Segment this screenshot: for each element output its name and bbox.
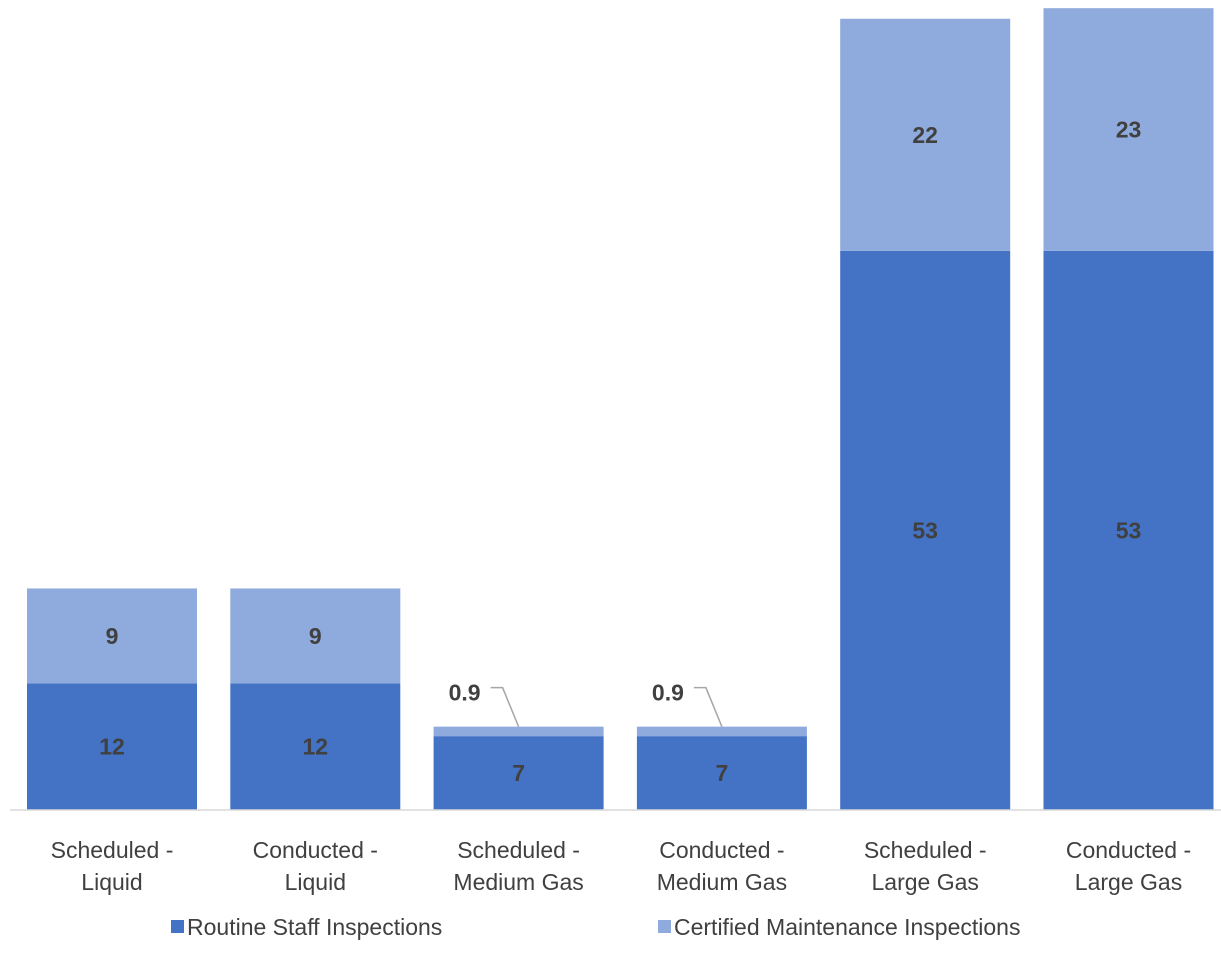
- bar-segment-s0-c1: [230, 683, 401, 810]
- data-label-s0-c3: 7: [716, 760, 729, 786]
- data-labels-layer: 12 9 12 9 7 0.9 7 0.9 53 22 53 23: [99, 117, 1141, 787]
- bars-layer: [27, 8, 1214, 811]
- data-label-s1-c1: 9: [309, 623, 322, 649]
- legend-swatch-s0: [171, 920, 184, 933]
- leader-line-s1-c2: [490, 686, 520, 727]
- bar-segment-s0-c4: [840, 250, 1011, 811]
- data-label-s1-c0: 9: [106, 623, 119, 649]
- data-label-s0-c5: 53: [1116, 517, 1142, 543]
- data-label-s1-c4: 22: [912, 122, 938, 148]
- legend: Routine Staff Inspections Certified Maint…: [171, 914, 1020, 940]
- bar-segment-s1-c5: [1043, 8, 1214, 251]
- bar-segment-s0-c3: [636, 736, 807, 810]
- category-label-c3-line0: Conducted -: [659, 837, 784, 863]
- data-label-s1-c2: 0.9: [449, 680, 481, 706]
- category-label-c0-line0: Scheduled -: [51, 837, 174, 863]
- category-label-c2-line0: Scheduled -: [457, 837, 580, 863]
- legend-label-s0: Routine Staff Inspections: [187, 914, 442, 940]
- bar-segment-s0-c2: [433, 736, 604, 810]
- data-label-s0-c1: 12: [303, 734, 329, 760]
- category-label-c2-line1: Medium Gas: [453, 869, 583, 895]
- category-label-c1-line0: Conducted -: [253, 837, 378, 863]
- leader-line-s1-c3: [693, 686, 723, 727]
- data-label-s1-c3: 0.9: [652, 680, 684, 706]
- bar-segment-s1-c2: [433, 726, 604, 737]
- legend-swatch-s1: [658, 920, 671, 933]
- data-label-s0-c0: 12: [99, 734, 125, 760]
- category-label-c5-line0: Conducted -: [1066, 837, 1191, 863]
- category-label-c1-line1: Liquid: [285, 869, 346, 895]
- data-label-s0-c2: 7: [512, 760, 525, 786]
- category-label-c5-line1: Large Gas: [1075, 869, 1182, 895]
- bar-segment-s1-c0: [27, 588, 197, 684]
- bar-segment-s0-c5: [1043, 250, 1214, 811]
- data-label-s0-c4: 53: [912, 517, 938, 543]
- bar-segment-s1-c1: [230, 588, 401, 684]
- bar-segment-s0-c0: [27, 683, 197, 810]
- category-label-c0-line1: Liquid: [81, 869, 142, 895]
- legend-label-s1: Certified Maintenance Inspections: [674, 914, 1020, 940]
- category-labels-layer: Scheduled - Liquid Conducted - Liquid Schedu…: [51, 837, 1192, 895]
- bar-segment-s1-c3: [636, 726, 807, 737]
- bar-segment-s1-c4: [840, 18, 1011, 251]
- category-label-c3-line1: Medium Gas: [657, 869, 787, 895]
- category-label-c4-line1: Large Gas: [871, 869, 978, 895]
- data-label-s1-c5: 23: [1116, 117, 1142, 143]
- category-label-c4-line0: Scheduled -: [864, 837, 987, 863]
- leader-lines-layer: [490, 686, 723, 727]
